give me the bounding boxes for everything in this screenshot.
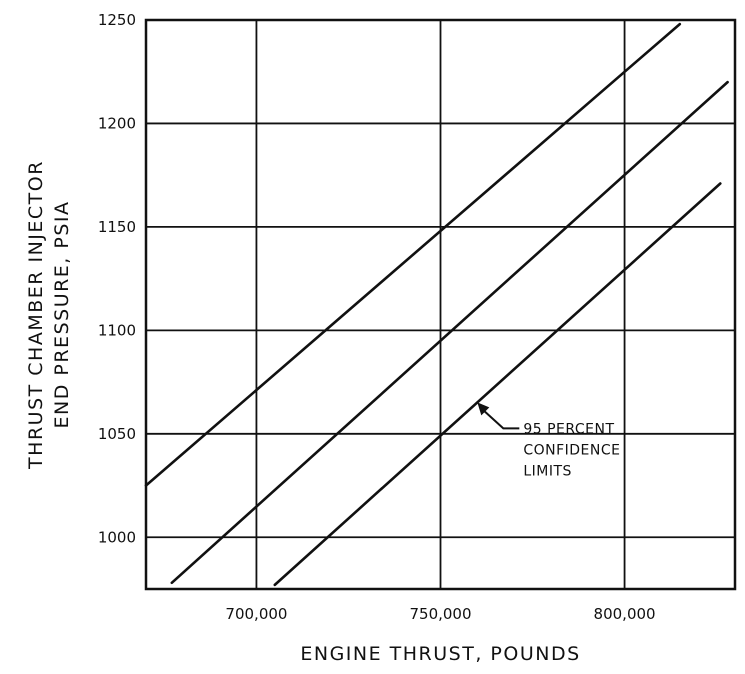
annotation-arrow xyxy=(480,407,520,430)
y-axis-title-line-1: THRUST CHAMBER INJECTOR xyxy=(25,160,47,470)
y-tick-label: 1250 xyxy=(98,11,136,29)
plot-frame xyxy=(144,18,737,591)
y-tick-label: 1100 xyxy=(98,321,136,339)
confidence-limits-annotation: 95 PERCENT CONFIDENCE LIMITS xyxy=(477,402,620,479)
annotation-line-3: LIMITS xyxy=(523,463,572,479)
series-line-3 xyxy=(273,182,722,587)
x-tick-label: 700,000 xyxy=(225,605,287,623)
x-axis-title: ENGINE THRUST, POUNDS xyxy=(300,643,580,665)
series-layer xyxy=(144,22,729,587)
y-tick-label: 1150 xyxy=(98,218,136,236)
y-tick-label: 1000 xyxy=(98,528,136,546)
annotation-line-2: CONFIDENCE xyxy=(523,442,620,458)
x-tick-label: 800,000 xyxy=(594,605,656,623)
y-axis-title-line-2: END PRESSURE, PSIA xyxy=(51,201,73,429)
annotation-arrowhead xyxy=(477,402,490,416)
grid-layer xyxy=(146,20,735,589)
tick-layer: 700,000 750,000 800,000 1000 1050 1100 1150 120… xyxy=(98,11,656,623)
annotation-line-1: 95 PERCENT xyxy=(523,421,614,437)
y-tick-label: 1200 xyxy=(98,114,136,132)
y-tick-label: 1050 xyxy=(98,425,136,443)
series-line-2 xyxy=(170,80,729,585)
series-line-1 xyxy=(144,22,682,487)
x-tick-label: 750,000 xyxy=(409,605,471,623)
